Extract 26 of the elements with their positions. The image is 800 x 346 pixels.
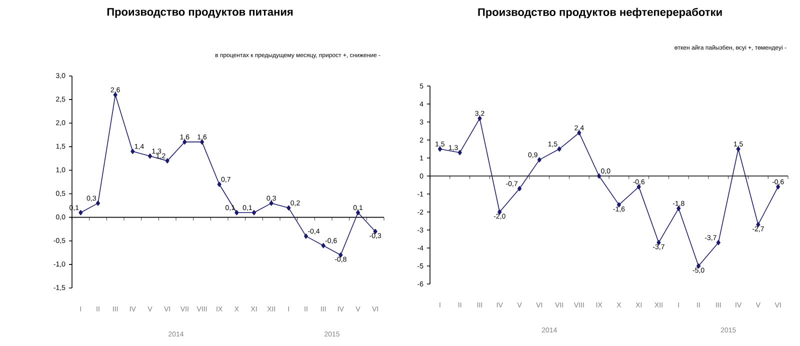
point (304, 234, 308, 239)
point (458, 150, 462, 156)
point (217, 182, 222, 187)
point (577, 130, 582, 136)
point (182, 139, 187, 145)
point (557, 146, 562, 152)
point (165, 158, 170, 164)
point (96, 200, 100, 206)
point (321, 243, 326, 248)
point (148, 153, 152, 159)
point (537, 157, 542, 162)
chart-title: Производство продуктов питания (107, 8, 293, 18)
point (234, 210, 239, 216)
point (736, 146, 740, 152)
point (716, 240, 720, 246)
point (286, 205, 291, 211)
point (356, 210, 360, 216)
point (78, 210, 83, 216)
point (113, 92, 118, 98)
point (269, 200, 274, 206)
point (130, 148, 135, 154)
point (478, 116, 482, 122)
point (252, 210, 256, 216)
chart-title: Производство продуктов нефтепереработки (478, 8, 722, 18)
point (597, 173, 602, 179)
point (517, 186, 522, 192)
